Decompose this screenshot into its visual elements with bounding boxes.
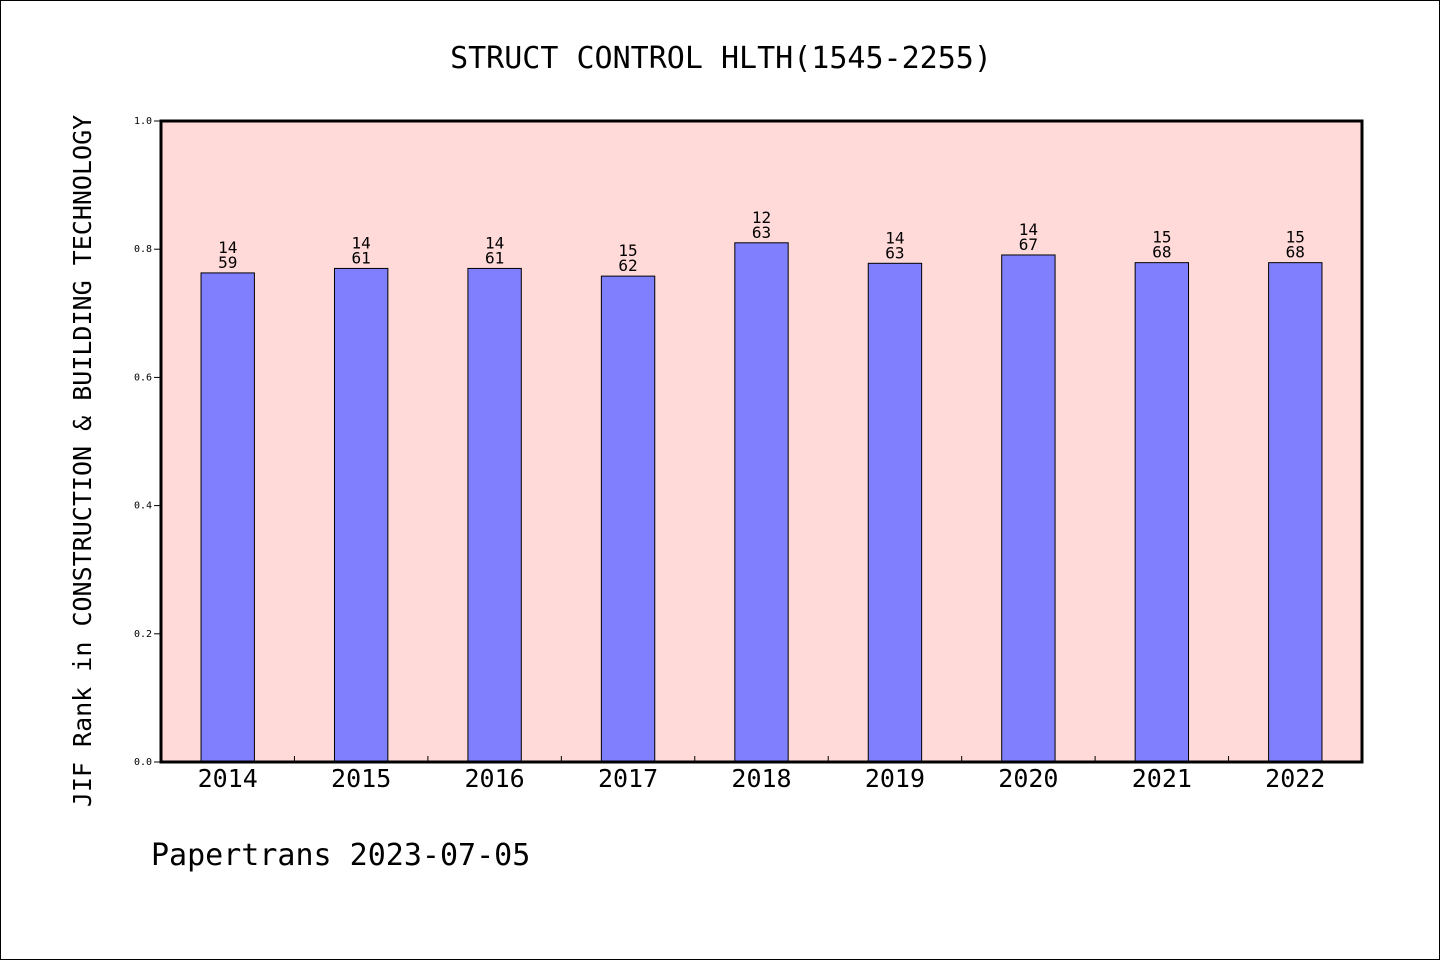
- bar-2018: [734, 242, 789, 763]
- x-tick-label: 2020: [998, 764, 1058, 793]
- footer-credit: Papertrans 2023-07-05: [151, 838, 530, 873]
- bar-rank-label: 15: [618, 241, 637, 260]
- x-tick-label: 2015: [331, 764, 391, 793]
- y-axis-label: JIF Rank in CONSTRUCTION & BUILDING TECH…: [68, 115, 97, 807]
- bar-2022: [1268, 262, 1323, 763]
- bar-total-label: 59: [218, 253, 237, 272]
- bar-total-label: 63: [885, 243, 904, 262]
- x-tick-label: 2019: [865, 764, 925, 793]
- x-tick-label: 2016: [465, 764, 525, 793]
- bar-rank-label: 14: [485, 233, 504, 252]
- bar-total-label: 61: [352, 248, 371, 267]
- bar-total-label: 61: [485, 248, 504, 267]
- x-tick-label: 2022: [1265, 764, 1325, 793]
- y-tick-label: 0.8: [134, 244, 152, 255]
- bar-total-label: 67: [1019, 235, 1038, 254]
- bar-2017: [600, 275, 656, 763]
- y-tick-label: 0.4: [134, 501, 152, 512]
- x-tick-label: 2018: [731, 764, 791, 793]
- y-ticks: 0.0 0.2 0.4 0.6 0.8 1.0: [134, 116, 161, 768]
- bar-2015: [333, 267, 389, 763]
- bar-2016: [467, 267, 522, 763]
- bar-rank-label: 14: [218, 238, 237, 257]
- x-ticks: 2014 2015 2016 2017 2018 2019 2020 2021 2022: [198, 756, 1325, 793]
- bar-rank-label: 14: [1019, 220, 1038, 239]
- x-tick-label: 2014: [198, 764, 258, 793]
- y-tick-label: 0.2: [134, 629, 152, 640]
- bar-2020: [1001, 254, 1056, 763]
- y-tick-label: 0.6: [134, 372, 152, 383]
- bar-rank-label: 15: [1286, 228, 1305, 247]
- y-tick-label: 1.0: [134, 116, 152, 127]
- bar-rank-label: 12: [752, 208, 771, 227]
- bar-2019: [867, 262, 923, 763]
- y-tick-label: 0.0: [134, 757, 152, 768]
- bar-total-label: 63: [752, 223, 771, 242]
- plot-border: [159, 119, 1364, 764]
- bar-total-label: 68: [1286, 243, 1305, 262]
- chart-title: STRUCT CONTROL HLTH(1545-2255): [450, 41, 992, 76]
- bar-total-label: 68: [1152, 243, 1171, 262]
- bar-2021: [1134, 262, 1190, 763]
- bar-rank-label: 14: [885, 228, 904, 247]
- x-tick-label: 2017: [598, 764, 658, 793]
- bar-total-label: 62: [618, 256, 637, 275]
- bar-2014: [200, 272, 255, 763]
- x-tick-label: 2021: [1132, 764, 1192, 793]
- bar-rank-label: 14: [352, 233, 371, 252]
- bar-rank-label: 15: [1152, 228, 1171, 247]
